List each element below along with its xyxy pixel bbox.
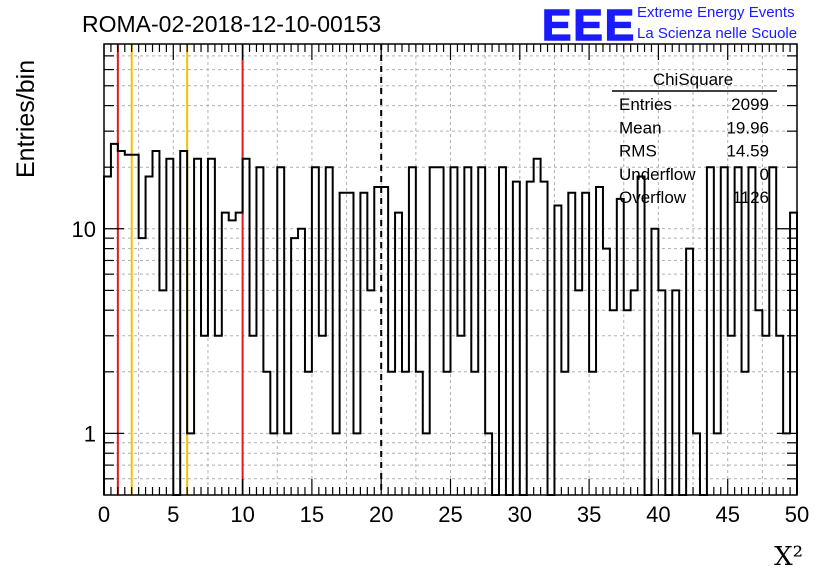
x-tick-label: 10 bbox=[230, 502, 254, 527]
y-tick-label: 1 bbox=[84, 421, 96, 446]
x-tick-label: 0 bbox=[98, 502, 110, 527]
x-tick-label: 50 bbox=[785, 502, 809, 527]
x-tick-label: 25 bbox=[438, 502, 462, 527]
chart-title: ROMA-02-2018-12-10-00153 bbox=[82, 11, 381, 37]
x-tick-label: 40 bbox=[646, 502, 670, 527]
stats-value-mean: 19.96 bbox=[726, 118, 769, 137]
stats-rows: Entries 2099 Mean 19.96 RMS 14.59 Underflow 0 Ov… bbox=[619, 95, 769, 207]
stats-label-mean: Mean bbox=[619, 118, 662, 137]
axes bbox=[103, 43, 798, 496]
y-tick-labels: 1 10 bbox=[72, 217, 96, 447]
stats-value-underflow: 0 bbox=[760, 165, 769, 184]
stats-label-entries: Entries bbox=[619, 95, 672, 114]
x-tick-label: 20 bbox=[369, 502, 393, 527]
logo-mark: EEE bbox=[542, 1, 636, 50]
stats-label-underflow: Underflow bbox=[619, 165, 696, 184]
stats-title: ChiSquare bbox=[653, 70, 733, 89]
x-tick-label: 15 bbox=[300, 502, 324, 527]
y-tick-label: 10 bbox=[72, 217, 96, 242]
stats-label-overflow: Overflow bbox=[619, 188, 687, 207]
stats-box: ChiSquare Entries 2099 Mean 19.96 RMS 14.59 Un… bbox=[612, 70, 777, 207]
logo-line2: La Scienza nelle Scuole bbox=[637, 25, 797, 42]
x-tick-label: 30 bbox=[508, 502, 532, 527]
grid bbox=[104, 44, 797, 495]
stats-value-entries: 2099 bbox=[731, 95, 769, 114]
logo-line1: Extreme Energy Events bbox=[637, 4, 795, 21]
histogram-outline bbox=[103, 142, 798, 496]
stats-value-overflow: 1126 bbox=[732, 188, 769, 207]
stats-value-rms: 14.59 bbox=[726, 142, 769, 161]
x-tick-label: 45 bbox=[715, 502, 739, 527]
y-axis-label: Entries/bin bbox=[12, 60, 40, 178]
x-tick-label: 35 bbox=[577, 502, 601, 527]
x-tick-label: 5 bbox=[167, 502, 179, 527]
eee-logo: EEE Extreme Energy Events La Scienza nel… bbox=[541, 0, 797, 51]
x-axis-label: X² bbox=[774, 542, 803, 572]
stats-label-rms: RMS bbox=[619, 142, 657, 161]
x-tick-labels: 0 5 10 15 20 25 30 35 40 45 50 bbox=[98, 502, 809, 527]
